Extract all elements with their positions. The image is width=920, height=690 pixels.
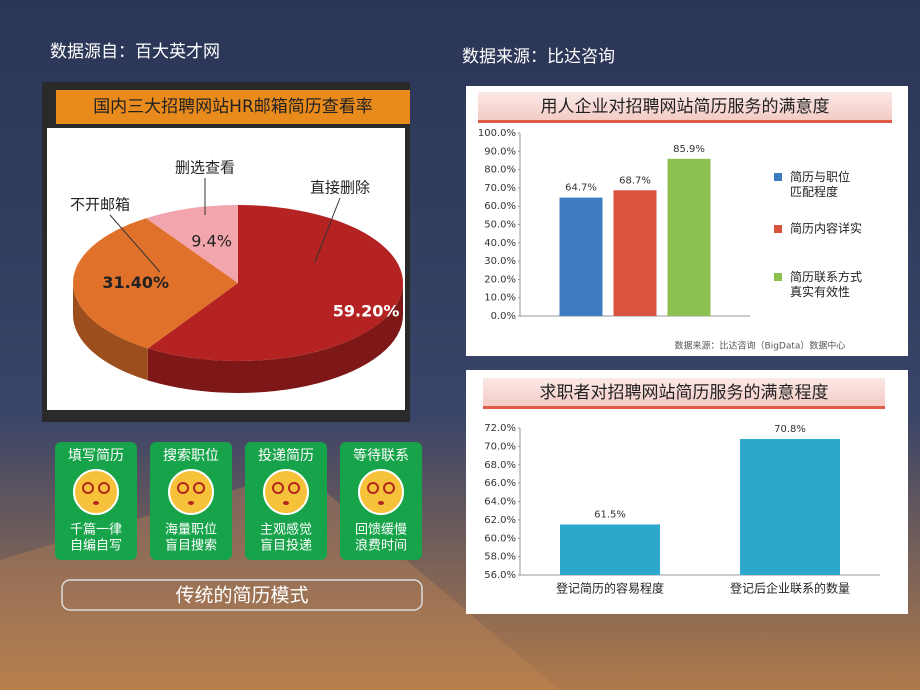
source-left: 数据源自：百大英才网 bbox=[50, 42, 220, 62]
pie-slice bbox=[147, 205, 404, 361]
emoji bbox=[73, 469, 119, 515]
y-tick-label: 80.0% bbox=[484, 165, 516, 176]
leader-line bbox=[109, 214, 161, 273]
card-line: 自编自写 bbox=[70, 539, 122, 554]
card-title: 搜索职位 bbox=[163, 447, 219, 464]
bar-value-label: 68.7% bbox=[619, 175, 651, 186]
pie-title-bar bbox=[56, 90, 410, 124]
bar-value-label: 61.5% bbox=[594, 509, 626, 520]
y-tick-label: 30.0% bbox=[484, 256, 516, 267]
card-title: 等待联系 bbox=[353, 447, 409, 464]
emoji-eye bbox=[82, 482, 94, 494]
y-tick-label: 50.0% bbox=[484, 220, 516, 231]
y-tick-label: 90.0% bbox=[484, 146, 516, 157]
y-tick-label: 10.0% bbox=[484, 293, 516, 304]
pie-value-label: 31.40% bbox=[102, 273, 169, 292]
emoji bbox=[263, 469, 309, 515]
y-tick-label: 100.0% bbox=[478, 128, 516, 139]
emoji-eye bbox=[367, 482, 379, 494]
bar-title-underline bbox=[478, 120, 892, 123]
footer: 传统的简历模式 bbox=[175, 585, 308, 607]
y-tick-label: 68.0% bbox=[484, 460, 516, 471]
y-tick-label: 60.0% bbox=[484, 533, 516, 544]
pie-category-label: 删选查看 bbox=[175, 159, 235, 177]
bar-value-label: 64.7% bbox=[565, 183, 597, 194]
emoji-eye bbox=[193, 482, 205, 494]
y-tick-label: 72.0% bbox=[484, 423, 516, 434]
y-tick-label: 20.0% bbox=[484, 274, 516, 285]
bar bbox=[740, 439, 840, 575]
card-title: 填写简历 bbox=[68, 447, 124, 464]
x-tick-label: 登记后企业联系的数量 bbox=[730, 581, 850, 596]
source-note: 数据来源：比达咨询（BigData）数据中心 bbox=[675, 340, 846, 352]
bar-value-label: 70.8% bbox=[774, 424, 806, 435]
emoji-mouth bbox=[188, 501, 194, 505]
pie-side bbox=[147, 283, 403, 393]
emoji-eye bbox=[272, 482, 284, 494]
emoji-mouth bbox=[378, 501, 384, 505]
bar-title: 用人企业对招聘网站简历服务的满意度 bbox=[541, 97, 830, 117]
y-tick-label: 60.0% bbox=[484, 201, 516, 212]
card-line: 盲目搜索 bbox=[165, 538, 217, 554]
y-tick-label: 40.0% bbox=[484, 238, 516, 249]
emoji-eye bbox=[177, 482, 189, 494]
bar-title-bar bbox=[483, 378, 885, 408]
pie-value-label: 59.20% bbox=[333, 301, 400, 320]
footer-box bbox=[61, 579, 423, 611]
card-line: 海量职位 bbox=[165, 523, 217, 538]
bar bbox=[559, 197, 603, 316]
pie-category-label: 直接删除 bbox=[310, 179, 370, 197]
y-tick-label: 70.0% bbox=[484, 183, 516, 194]
bar-title-bar bbox=[478, 92, 892, 122]
card-title: 投递简历 bbox=[258, 447, 314, 464]
legend-swatch bbox=[774, 273, 782, 281]
card-line: 回馈缓慢 bbox=[355, 522, 407, 538]
y-tick-label: 70.0% bbox=[484, 441, 516, 452]
pie-category-label: 不开邮箱 bbox=[70, 196, 130, 214]
y-tick-label: 56.0% bbox=[484, 570, 516, 581]
y-tick-label: 62.0% bbox=[484, 515, 516, 526]
y-tick-label: 64.0% bbox=[484, 497, 516, 508]
source-right: 数据来源：比达咨询 bbox=[462, 47, 615, 67]
legend-label: 简历内容详实 bbox=[790, 221, 862, 236]
bar bbox=[560, 524, 660, 575]
emoji-eye bbox=[98, 482, 110, 494]
legend-swatch bbox=[774, 173, 782, 181]
emoji-eye bbox=[383, 482, 395, 494]
emoji bbox=[358, 469, 404, 515]
card-line: 盲目投递 bbox=[260, 538, 312, 554]
pie-slice bbox=[73, 218, 239, 349]
legend-label: 简历联系方式真实有效性 bbox=[790, 269, 862, 299]
bar-chart-2: 56.0% 58.0% 60.0% 62.0% 64.0% 66.0% 68.0% 70.0%… bbox=[484, 423, 880, 596]
legend-label: 简历与职位匹配程度 bbox=[790, 169, 850, 199]
pie-side bbox=[73, 283, 148, 381]
x-tick-label: 登记简历的容易程度 bbox=[556, 581, 664, 596]
pie-value-label: 9.4% bbox=[191, 231, 232, 250]
emoji-eye bbox=[288, 482, 300, 494]
bar-chart-1: 0.0% 10.0% 20.0% 30.0% 40.0% 50.0% 60.0% 70.0% 8… bbox=[478, 128, 862, 322]
card-line: 千篇一律 bbox=[70, 523, 122, 538]
card-line: 主观感觉 bbox=[260, 522, 312, 538]
y-tick-label: 0.0% bbox=[491, 311, 516, 322]
emoji-mouth bbox=[283, 501, 289, 505]
bar-title-underline bbox=[483, 406, 885, 409]
legend-swatch bbox=[774, 225, 782, 233]
y-tick-label: 58.0% bbox=[484, 552, 516, 563]
y-tick-label: 66.0% bbox=[484, 478, 516, 489]
bar-title: 求职者对招聘网站简历服务的满意程度 bbox=[540, 383, 829, 403]
leader-line bbox=[314, 197, 341, 263]
bar bbox=[613, 190, 657, 316]
pie-title: 国内三大招聘网站HR邮箱简历查看率 bbox=[93, 97, 373, 117]
emoji bbox=[168, 469, 214, 515]
pie-slice bbox=[146, 205, 238, 283]
bar bbox=[667, 158, 711, 316]
card-line: 浪费时间 bbox=[355, 539, 407, 554]
bar-value-label: 85.9% bbox=[673, 144, 705, 155]
emoji-mouth bbox=[93, 501, 99, 505]
pie-chart: 59.20% 直接删除 31.40% 不开邮箱 9.4% 删选查看 bbox=[70, 159, 404, 393]
